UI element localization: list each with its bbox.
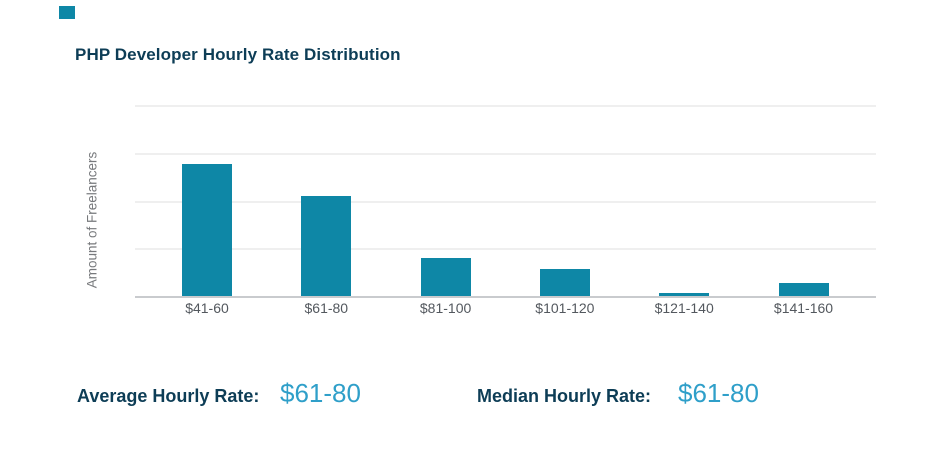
gridline bbox=[135, 200, 876, 203]
gridline bbox=[135, 248, 876, 251]
x-axis-label: $101-120 bbox=[535, 300, 595, 316]
bar-$81-100 bbox=[420, 258, 471, 296]
bar-$141-160 bbox=[778, 283, 829, 296]
x-axis-label: $61-80 bbox=[304, 300, 349, 316]
bar-$61-80 bbox=[301, 196, 352, 296]
x-axis-label: $41-60 bbox=[185, 300, 229, 316]
x-axis-line bbox=[135, 296, 876, 298]
x-axis-label: $141-160 bbox=[773, 300, 834, 316]
median-rate-value: $61-80 bbox=[678, 378, 759, 408]
y-axis-label: Amount of Freelancers bbox=[84, 151, 100, 289]
bar-$41-60 bbox=[182, 164, 232, 296]
average-rate-value: $61-80 bbox=[280, 378, 361, 408]
x-axis-label: $81-100 bbox=[419, 300, 472, 316]
gridline bbox=[135, 152, 876, 155]
median-rate-label: Median Hourly Rate: bbox=[477, 386, 652, 406]
gridline bbox=[135, 105, 876, 107]
bar-$101-120 bbox=[539, 269, 590, 296]
brand-mark-icon bbox=[59, 6, 75, 19]
x-axis-label: $121-140 bbox=[654, 300, 714, 316]
hourly-rate-bar-chart: Amount of Freelancers $41-60 $61-80 $81-10… bbox=[84, 105, 876, 316]
page-title: PHP Developer Hourly Rate Distribution bbox=[75, 45, 401, 64]
average-rate-label: Average Hourly Rate: bbox=[77, 386, 260, 406]
bar-$121-140 bbox=[659, 293, 710, 296]
